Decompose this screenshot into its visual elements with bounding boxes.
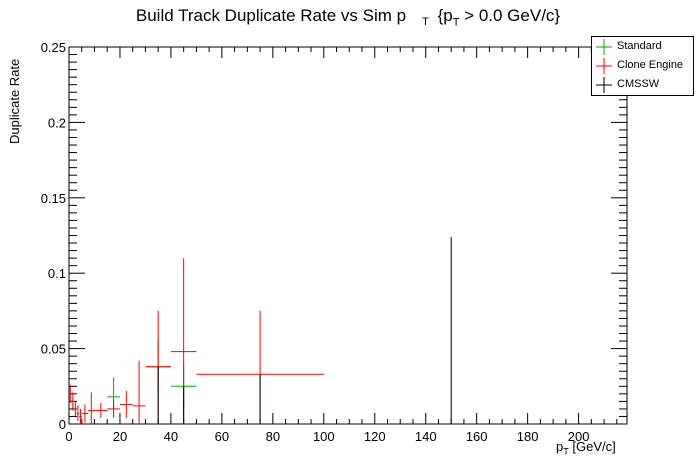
data-point-clone-engine: [88, 392, 95, 424]
data-point-clone-engine: [76, 405, 80, 421]
legend-item-cmssw: CMSSW: [592, 76, 693, 94]
plot-frame: [68, 46, 628, 425]
x-tick-label: 80: [266, 429, 280, 444]
y-tick-label: 0.15: [41, 191, 66, 206]
legend-label-cmssw: CMSSW: [617, 78, 660, 90]
legend-label-standard: Standard: [617, 40, 662, 52]
legend-marker-standard: [596, 39, 612, 55]
y-tick-label: 0.2: [48, 115, 66, 130]
y-axis-ticks: 0 0.05 0.1 0.15 0.2 0.25: [41, 40, 627, 432]
legend-marker-cmssw: [596, 77, 612, 93]
data-series: [69, 237, 452, 424]
data-point-clone-engine: [107, 399, 120, 418]
legend-item-standard: Standard: [592, 38, 693, 56]
legend-marker-clone-engine: [596, 58, 612, 74]
data-point-clone-engine: [69, 384, 72, 403]
x-tick-label: 20: [113, 429, 127, 444]
x-tick-label: 0: [65, 429, 72, 444]
legend-item-clone-engine: Clone Engine: [592, 57, 693, 75]
data-point-clone-engine: [94, 402, 108, 418]
x-tick-label: 120: [364, 429, 386, 444]
y-tick-label: 0: [59, 417, 66, 432]
y-tick-label: 0.1: [48, 266, 66, 281]
y-tick-label: 0.25: [41, 40, 66, 55]
x-tick-label: 200: [568, 429, 590, 444]
data-point-clone-engine: [81, 404, 89, 423]
data-point-clone-engine: [74, 401, 77, 417]
x-axis-ticks: 0 20 40 60 80 100 120 140 160 180 200: [65, 47, 618, 444]
data-point-clone-engine: [79, 408, 82, 424]
x-tick-label: 180: [517, 429, 539, 444]
y-tick-label: 0.05: [41, 342, 66, 357]
data-point-clone-engine: [119, 390, 133, 418]
x-tick-label: 140: [415, 429, 437, 444]
axes-frame: [68, 46, 628, 425]
data-point-clone-engine: [71, 392, 75, 411]
data-point-clone-engine: [132, 360, 146, 424]
legend-label-clone-engine: Clone Engine: [617, 59, 684, 71]
y-axis-label: Duplicate Rate: [7, 58, 22, 144]
x-tick-label: 40: [164, 429, 178, 444]
x-tick-label: 160: [466, 429, 488, 444]
legend: Standard Clone Engine CMSSW: [591, 36, 694, 96]
x-tick-label: 60: [215, 429, 229, 444]
x-axis-label: pT [GeV/c]: [556, 439, 616, 457]
x-tick-label: 100: [313, 429, 335, 444]
